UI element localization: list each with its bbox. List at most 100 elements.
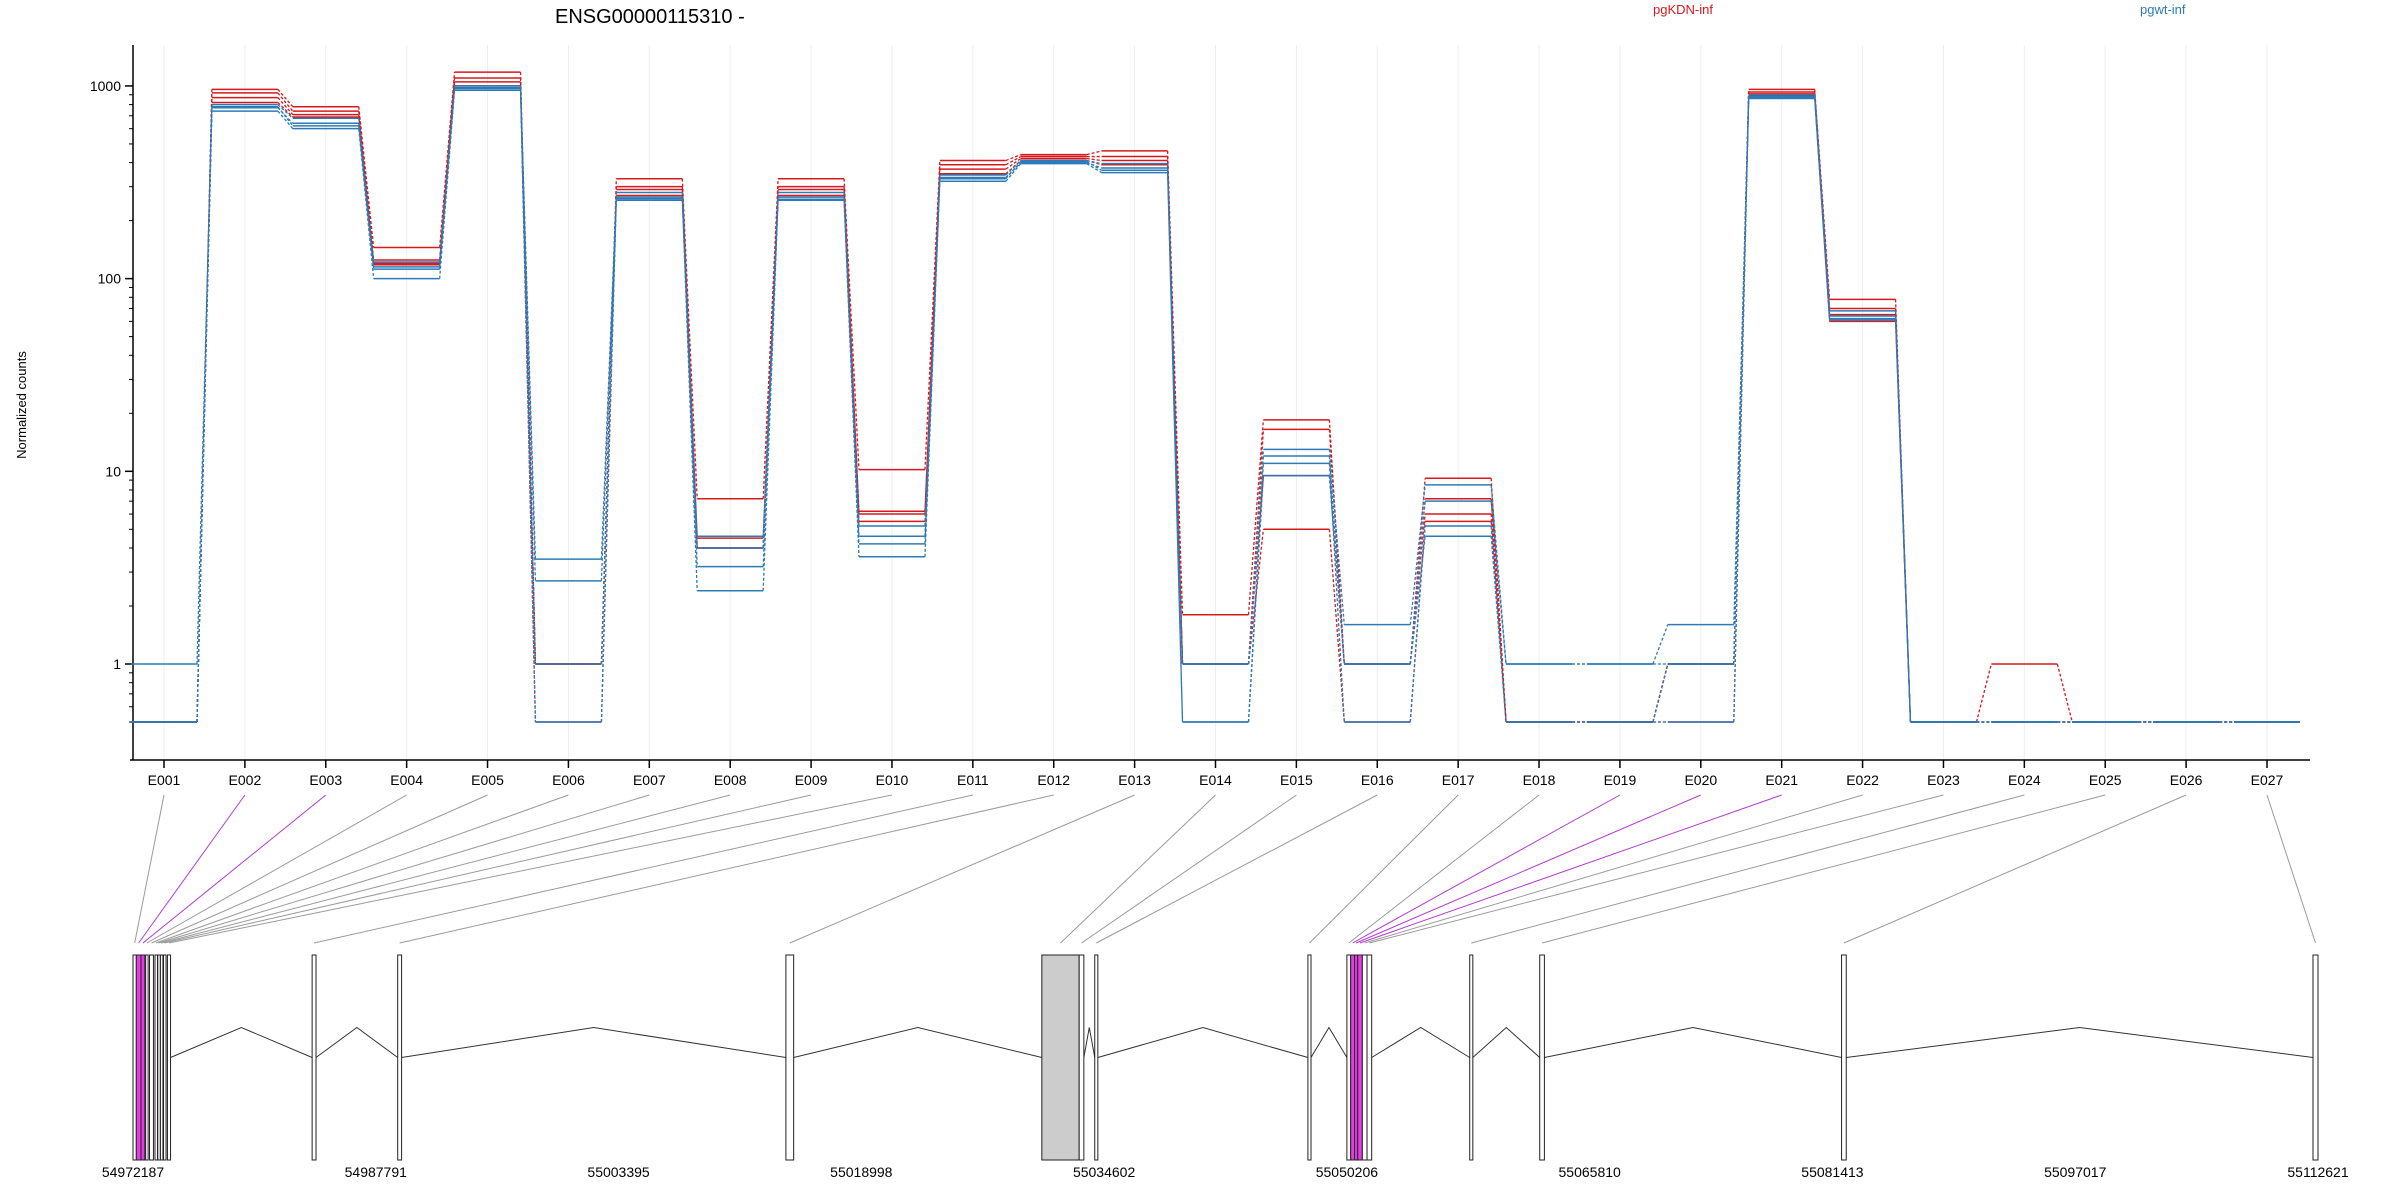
series-connector	[843, 199, 860, 544]
series-connector	[358, 106, 375, 248]
series-connector	[681, 195, 698, 549]
y-axis-label: Normalized counts	[14, 351, 29, 459]
series-connector	[924, 178, 941, 544]
exon-box-e010	[166, 954, 172, 1161]
series-connector	[1409, 525, 1426, 723]
genomic-coordinate-label: 54972187	[102, 1164, 165, 1180]
x-tick-label-e008: E008	[714, 772, 747, 788]
y-tick-label: 100	[98, 271, 122, 287]
exon-box-e004	[145, 954, 149, 1161]
series-connector	[843, 178, 860, 470]
x-tick-label-e018: E018	[1523, 772, 1556, 788]
series-connector	[1247, 429, 1265, 665]
exon-box-e014	[1041, 954, 1080, 1161]
x-tick-label-e007: E007	[633, 772, 666, 788]
series-connector	[1328, 449, 1345, 625]
genomic-coordinate-label: 55003395	[587, 1164, 650, 1180]
series-connector	[1733, 98, 1750, 723]
series-connector	[1005, 157, 1022, 170]
series-connector	[1490, 525, 1507, 723]
connector-e008	[161, 794, 731, 944]
series-connector	[1733, 97, 1750, 665]
x-tick-label-e011: E011	[957, 772, 989, 788]
series-connector	[1086, 161, 1102, 169]
series-connector	[1328, 463, 1345, 723]
x-tick-label-e001: E001	[148, 772, 181, 788]
intron	[793, 1026, 1042, 1058]
series-connector	[1652, 663, 1669, 723]
x-tick-label-e016: E016	[1361, 772, 1394, 788]
x-tick-label-e021: E021	[1765, 772, 1798, 788]
series-connector	[600, 200, 617, 723]
plot-gridlines	[163, 45, 2268, 760]
exon-box-e007	[157, 954, 161, 1161]
connector-e025	[1541, 794, 2106, 944]
genomic-coordinate-label: 54987791	[345, 1164, 408, 1180]
intron	[1472, 1026, 1541, 1058]
series-connector	[1166, 172, 1184, 723]
connector-e021	[1359, 794, 1782, 944]
connector-e015	[1081, 794, 1297, 944]
intron	[401, 1026, 786, 1058]
series-connector	[1814, 97, 1831, 321]
series-connector	[439, 88, 456, 270]
series-connector	[1490, 478, 1507, 723]
series-connector	[600, 197, 617, 581]
connector-e001	[134, 794, 165, 944]
intron	[1083, 1027, 1096, 1058]
x-tick-label-e009: E009	[795, 772, 828, 788]
legend-label-pgwt: pgwt-inf	[2140, 2, 2186, 17]
legend-label-pgkdn: pgKDN-inf	[1653, 2, 1713, 17]
x-tick-label-e023: E023	[1927, 772, 1960, 788]
exon-box-e008	[159, 954, 164, 1161]
series-connector	[358, 125, 375, 270]
connector-e012	[399, 794, 1054, 944]
y-tick-label: 1	[113, 656, 121, 672]
series-connector	[1247, 456, 1265, 665]
series-connector	[1086, 150, 1102, 156]
series-connector	[1328, 429, 1345, 665]
y-tick-label: 10	[105, 463, 121, 479]
series-connector	[1086, 157, 1102, 162]
x-tick-label-e002: E002	[229, 772, 262, 788]
series-connector	[1975, 663, 1992, 723]
series-connector	[681, 178, 698, 499]
genomic-coordinate-label: 55050206	[1316, 1164, 1379, 1180]
series-connector	[762, 200, 779, 591]
connector-e022	[1364, 794, 1863, 944]
exon-box-e006	[154, 954, 158, 1161]
series-connector	[1166, 170, 1184, 723]
x-tick-label-e026: E026	[2170, 772, 2203, 788]
exon-box-e015	[1078, 954, 1085, 1161]
intron	[1310, 1026, 1348, 1058]
x-tick-label-e017: E017	[1442, 772, 1475, 788]
connector-e020	[1355, 794, 1702, 944]
series-connector	[2056, 663, 2073, 723]
exon-box-e019	[1350, 954, 1356, 1161]
connector-e019	[1352, 794, 1621, 944]
connector-e009	[164, 794, 812, 944]
exon-box-e023	[1366, 954, 1373, 1161]
exon-box-e013	[785, 954, 795, 1161]
x-tick-label-e006: E006	[552, 772, 585, 788]
series-connector	[277, 102, 294, 118]
series-connector	[1086, 159, 1102, 165]
x-tick-label-e014: E014	[1199, 772, 1232, 788]
series-connector	[519, 88, 537, 665]
connector-e004	[146, 794, 407, 944]
exon-box-e022	[1361, 954, 1368, 1161]
connector-e018	[1348, 794, 1540, 944]
plot-axes: 1 10 100 1000 E001 E002 E003 E004 E005 E006 E007 E0…	[90, 45, 2310, 788]
x-tick-label-e024: E024	[2008, 772, 2041, 788]
connector-e013	[789, 794, 1135, 944]
connector-e023	[1369, 794, 1944, 944]
exon-box-e018	[1346, 954, 1352, 1161]
genomic-coordinate-label: 55018998	[830, 1164, 893, 1180]
exon-box-e024	[1469, 954, 1474, 1161]
connector-e011	[313, 794, 973, 944]
exon-box-e025	[1539, 954, 1545, 1161]
genomic-coordinate-label: 55081413	[1801, 1164, 1864, 1180]
series-connector	[1247, 475, 1265, 723]
series-connector	[1005, 161, 1022, 180]
x-tick-label-e010: E010	[876, 772, 909, 788]
